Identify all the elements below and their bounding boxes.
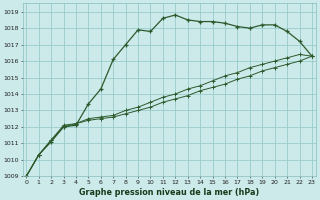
X-axis label: Graphe pression niveau de la mer (hPa): Graphe pression niveau de la mer (hPa) [79,188,259,197]
